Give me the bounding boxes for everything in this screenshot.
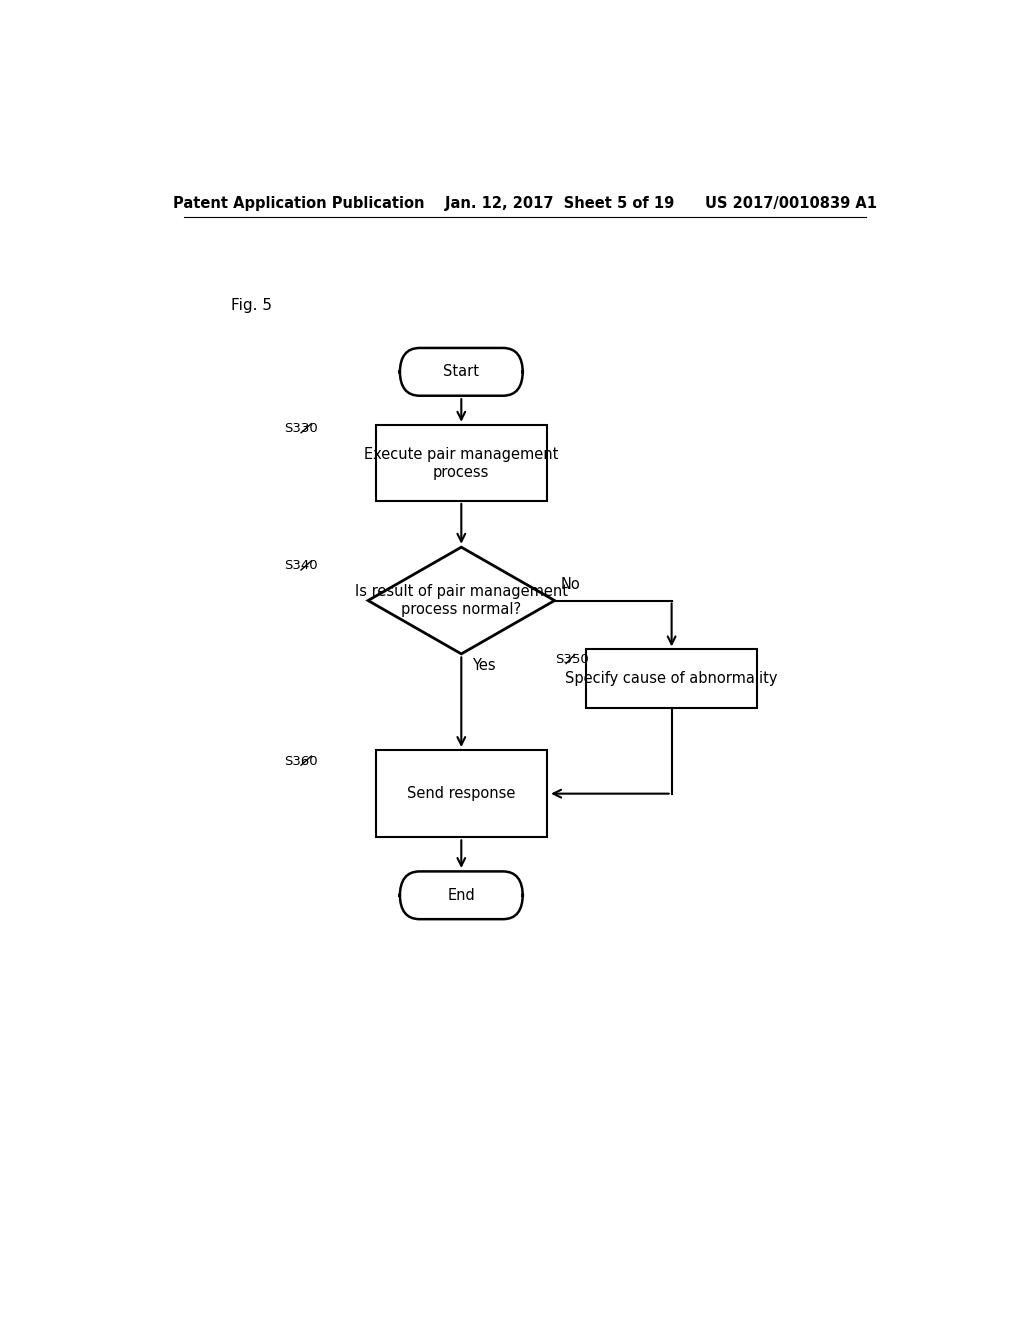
Text: S330: S330: [285, 422, 318, 436]
Text: Specify cause of abnormality: Specify cause of abnormality: [565, 672, 778, 686]
Text: Execute pair management
process: Execute pair management process: [365, 447, 558, 479]
FancyBboxPatch shape: [399, 348, 523, 396]
Text: Fig. 5: Fig. 5: [231, 298, 272, 313]
Bar: [376, 425, 547, 502]
Polygon shape: [368, 548, 555, 653]
Text: Yes: Yes: [472, 659, 496, 673]
Text: Send response: Send response: [408, 787, 515, 801]
Text: S340: S340: [285, 560, 318, 573]
Text: S360: S360: [285, 755, 318, 768]
Text: Is result of pair management
process normal?: Is result of pair management process nor…: [354, 585, 568, 616]
Bar: [376, 751, 547, 837]
Bar: [587, 649, 757, 709]
Text: Patent Application Publication    Jan. 12, 2017  Sheet 5 of 19      US 2017/0010: Patent Application Publication Jan. 12, …: [173, 195, 877, 211]
Text: No: No: [561, 577, 581, 593]
Text: S350: S350: [555, 653, 589, 667]
Text: Start: Start: [443, 364, 479, 379]
Text: End: End: [447, 888, 475, 903]
FancyBboxPatch shape: [399, 871, 523, 919]
